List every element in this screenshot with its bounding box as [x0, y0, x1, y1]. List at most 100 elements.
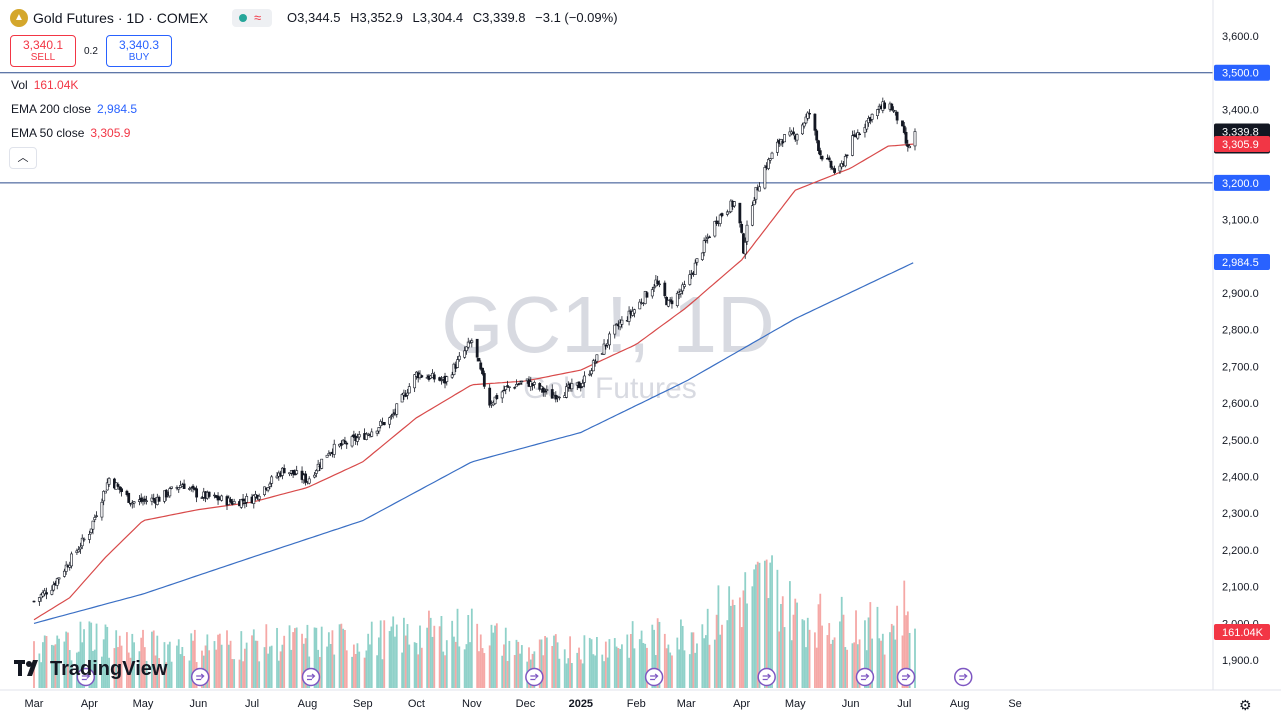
- candle-body: [232, 501, 236, 505]
- volume-bar: [75, 652, 78, 688]
- volume-bar: [653, 629, 655, 688]
- candle-body: [851, 135, 854, 156]
- ema200-legend[interactable]: EMA 200 close 2,984.5: [11, 102, 137, 116]
- candle-body: [783, 134, 786, 143]
- volume-bar: [165, 662, 168, 688]
- candle-body: [91, 520, 95, 530]
- volume-bar: [479, 634, 482, 688]
- symbol-title[interactable]: Gold Futures · 1D · COMEX: [33, 10, 209, 26]
- volume-bar: [131, 633, 134, 688]
- candle-body: [604, 344, 608, 347]
- gear-icon[interactable]: ⚙: [1239, 697, 1252, 713]
- volume-bar: [733, 605, 736, 688]
- volume-bar: [679, 619, 682, 688]
- candle-body: [688, 274, 692, 285]
- candle-body: [89, 528, 93, 533]
- market-status-pill[interactable]: ≈: [232, 9, 272, 27]
- volume-bar: [113, 648, 116, 688]
- price-label-value: 3,305.9: [1222, 139, 1259, 151]
- volume-bar: [889, 632, 891, 688]
- volume-bar: [40, 662, 43, 688]
- chevron-up-icon[interactable]: ︿: [9, 147, 37, 169]
- candle-body: [68, 564, 72, 568]
- volume-bar: [45, 636, 48, 688]
- candle-body: [479, 362, 483, 370]
- volume-bar: [488, 645, 491, 688]
- volume-bar: [839, 621, 841, 688]
- candle-body: [870, 113, 874, 120]
- volume-bar: [81, 642, 84, 688]
- economic-event-arrow: [860, 673, 870, 681]
- volume-bar: [780, 604, 782, 688]
- buy-button[interactable]: 3,340.3 BUY: [106, 35, 172, 67]
- tradingview-logo[interactable]: TradingView: [14, 658, 167, 681]
- time-axis[interactable]: Mar Apr May Jun Jul Aug Sep Oct Nov Dec 2025 Feb Mar…: [0, 689, 1281, 710]
- volume-bar: [268, 646, 271, 688]
- candle-body: [275, 475, 279, 479]
- volume-bar: [445, 640, 448, 688]
- x-tick-label: Jul: [245, 698, 259, 710]
- candle-body: [901, 120, 904, 127]
- candle-body: [107, 478, 111, 485]
- volume-bar: [588, 637, 591, 688]
- volume-bar: [252, 629, 255, 688]
- volume-bar: [390, 626, 393, 688]
- volume-bar: [881, 633, 884, 688]
- volume-bar: [763, 560, 766, 688]
- price-axis[interactable]: 3,600.03,400.03,300.03,100.02,900.02,800…: [1212, 0, 1259, 690]
- volume-bar: [833, 637, 836, 688]
- volume-bar: [50, 644, 53, 688]
- candle-body: [681, 284, 685, 292]
- volume-label-value: 161.04K: [1222, 627, 1264, 639]
- candle-body: [690, 273, 694, 276]
- volume-bar: [320, 626, 323, 688]
- candle-body: [602, 343, 606, 355]
- candle-body: [37, 597, 41, 602]
- volume-bar: [451, 620, 454, 688]
- candle-body: [80, 537, 84, 547]
- horizontal-lines[interactable]: 3,500.0 3,200.0: [0, 64, 1270, 191]
- candle-body: [350, 436, 354, 447]
- candle-body: [652, 286, 656, 289]
- volume-bar: [583, 635, 586, 688]
- volume-bar: [538, 639, 541, 688]
- volume-bar: [890, 623, 893, 688]
- volume-bar: [240, 631, 243, 688]
- candle-body: [845, 154, 849, 157]
- economic-event-arrow: [306, 673, 316, 681]
- candle-body: [532, 382, 536, 385]
- candle-body: [838, 165, 842, 172]
- volume-bar: [751, 586, 754, 688]
- candle-body: [100, 501, 104, 518]
- volume-bar: [470, 608, 473, 688]
- volume-bar: [613, 638, 616, 688]
- ohlc-close-key: C: [472, 10, 483, 25]
- gold-coin-icon[interactable]: ▲: [10, 9, 28, 27]
- volume-bar: [226, 630, 228, 688]
- volume-bar: [383, 620, 386, 688]
- event-markers[interactable]: [76, 667, 973, 687]
- volume-bar: [93, 649, 96, 688]
- volume-bar: [803, 620, 806, 688]
- volume-bar: [579, 659, 582, 688]
- volume-bar: [101, 656, 103, 688]
- candle-body: [195, 488, 199, 498]
- candle-body: [833, 168, 836, 173]
- candle-body: [865, 120, 869, 130]
- candle-body: [327, 453, 331, 456]
- candle-body: [656, 280, 660, 284]
- candle-body: [763, 167, 767, 189]
- volume-bar: [403, 617, 405, 688]
- volume-bar: [329, 644, 332, 688]
- volume-bar: [815, 647, 818, 688]
- volume-bar: [140, 637, 143, 688]
- candle-body: [77, 549, 81, 553]
- candle-body: [908, 145, 912, 149]
- ohlc-open-key: O: [287, 10, 298, 25]
- volume-legend[interactable]: Vol 161.04K: [11, 78, 78, 92]
- ema50-legend[interactable]: EMA 50 close 3,305.9: [11, 126, 130, 140]
- sell-button[interactable]: 3,340.1 SELL: [10, 35, 76, 67]
- y-tick-label: 2,800.0: [1222, 325, 1259, 337]
- volume-bar: [619, 648, 622, 688]
